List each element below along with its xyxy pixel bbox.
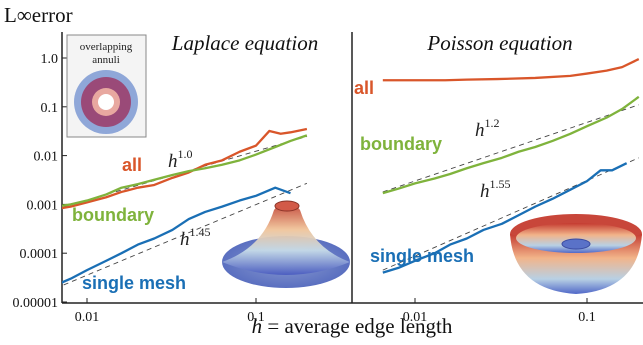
annulus-hole [98, 94, 114, 110]
x-tick-label: 0.1 [578, 310, 596, 325]
ref-label-base: h [180, 229, 190, 250]
series-line [62, 127, 308, 210]
surface-rim [274, 200, 300, 212]
ref-label-base: h [480, 181, 490, 202]
poisson-x-tick-labels: 0.01 0.1 [403, 298, 596, 325]
inset-label-line2: annuli [92, 54, 120, 66]
reference-line [62, 182, 308, 287]
x-label-rest: = average edge length [262, 314, 453, 338]
x-axis-label: h = average edge length [252, 314, 453, 338]
x-label-var: h [252, 314, 263, 338]
x-tick-label: 0.1 [247, 310, 265, 325]
series-label: all [122, 155, 142, 175]
x-tick-label: 0.01 [403, 310, 428, 325]
series-label: all [354, 78, 374, 98]
laplace-x-tick-labels: 0.01 0.1 [75, 298, 265, 325]
panel-poisson: Poisson equation 0.01 0.1 [352, 31, 643, 325]
y-tick-label: 0.00001 [13, 296, 59, 311]
laplace-surface-illustration [222, 200, 350, 288]
series-label: boundary [72, 205, 154, 225]
poisson-title: Poisson equation [426, 31, 572, 55]
ref-label-base: h [475, 120, 485, 141]
reference-line-label: h1.2 [475, 116, 500, 141]
y-tick-labels: 0.00001 0.0001 0.001 0.01 0.1 1.0 [13, 52, 67, 311]
series-label: boundary [360, 134, 442, 154]
bowl-center [561, 238, 591, 250]
reference-line [382, 157, 639, 271]
ref-label-base: h [168, 151, 178, 172]
y-tick-label: 0.1 [41, 101, 59, 116]
reference-line-label: h1.55 [480, 177, 511, 202]
series-line [62, 134, 308, 207]
panel-laplace: Laplace equation 0.000010.00010.0010.010… [13, 31, 352, 325]
y-axis-label: L∞error [4, 3, 73, 27]
y-tick-label: 0.01 [34, 150, 59, 165]
reference-line-label: h1.0 [168, 147, 193, 172]
laplace-title: Laplace equation [171, 31, 318, 55]
y-tick-label: 1.0 [41, 52, 59, 67]
series-line [382, 95, 640, 195]
inset-label-line1: overlapping [80, 41, 133, 53]
y-tick-label: 0.0001 [20, 247, 59, 262]
series-line [382, 162, 628, 274]
surface-cone [222, 205, 350, 275]
bowl-inner [516, 223, 636, 253]
series-line [62, 186, 291, 284]
reference-line [382, 104, 639, 193]
series-line [382, 58, 640, 82]
x-tick-label: 0.01 [75, 310, 100, 325]
ref-label-exponent: 1.2 [485, 116, 500, 130]
series-label: single mesh [370, 246, 474, 266]
series-label: single mesh [82, 273, 186, 293]
ref-label-exponent: 1.45 [190, 225, 211, 239]
y-label-text: L∞error [4, 3, 73, 27]
ref-label-exponent: 1.0 [178, 147, 193, 161]
y-tick-label: 0.001 [27, 198, 59, 213]
inset-overlapping-annuli: overlapping annuli [66, 34, 147, 138]
reference-line-label: h1.45 [180, 225, 211, 250]
poisson-surface-illustration [510, 214, 642, 294]
ref-label-exponent: 1.55 [490, 177, 511, 191]
